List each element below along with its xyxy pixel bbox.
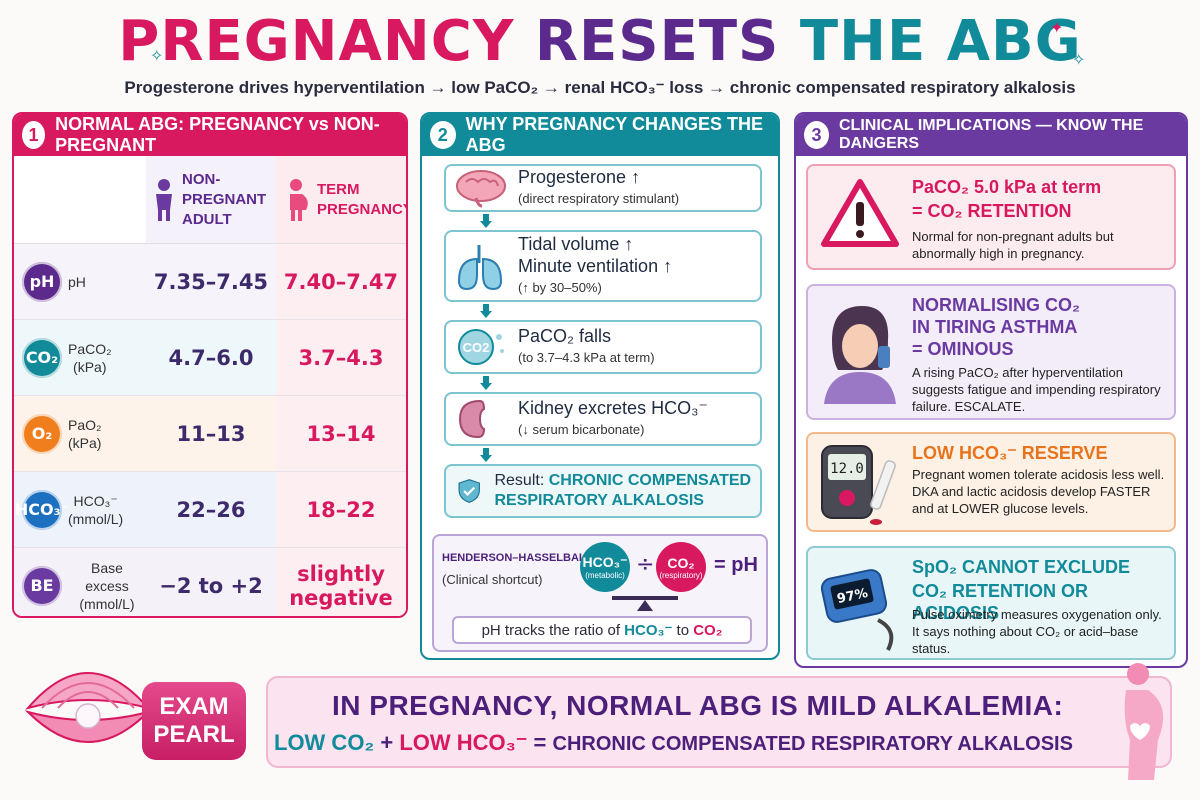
sparkle-icon: ✧: [1072, 50, 1086, 69]
parameter-unit: (kPa): [68, 434, 102, 451]
parameter-name: Base excess: [85, 559, 129, 594]
nonpregnant-value: 11–13: [176, 421, 246, 446]
title-part-3: THE ABG: [799, 9, 1082, 74]
parameter-name: PaCO₂: [68, 340, 112, 357]
panel-1-header: 1 NORMAL ABG: PREGNANCY vs NON-PREGNANT: [14, 114, 406, 156]
parameter-badge: O₂: [22, 413, 62, 454]
card-spo2: 97% SpO₂ CANNOT EXCLUDE CO₂ RETENTION OR…: [806, 546, 1176, 660]
panel-number: 2: [430, 121, 456, 149]
parameter-unit: (mmol/L): [79, 595, 135, 612]
parameter-unit: (kPa): [73, 358, 107, 375]
abg-comparison-panel: 1 NORMAL ABG: PREGNANCY vs NON-PREGNANT …: [12, 112, 408, 618]
parameter-name: HCO₃⁻: [73, 492, 118, 509]
balance-scale-icon: [612, 596, 678, 611]
table-row: O₂ PaO₂ (kPa) 11–13 13–14: [14, 396, 406, 472]
parameter-name: PaO₂: [68, 416, 102, 433]
nonpregnant-value: 22–26: [176, 497, 246, 522]
svg-text:97%: 97%: [836, 586, 870, 607]
page-title: PREGNANCY RESETS THE ABG: [0, 6, 1200, 78]
parameter-badge: HCO₃⁻: [15, 489, 69, 530]
column-header-nonpregnant: NON-PREGNANT ADULT: [146, 156, 276, 243]
flow-step-kidney: Kidney excretes HCO₃⁻ (↓ serum bicarbona…: [444, 392, 762, 446]
brain-icon: [456, 170, 506, 208]
table-header-row: NON-PREGNANT ADULT TERM PREGNANCY: [14, 156, 406, 244]
subtitle: Progesterone drives hyperventilation → l…: [124, 78, 1076, 97]
pregnant-woman-icon: [290, 178, 308, 221]
pregnant-silhouette-icon: [1124, 663, 1164, 780]
nonpregnant-value: 4.7–6.0: [168, 345, 254, 370]
glucose-meter-icon: 12.0: [821, 445, 896, 525]
co2-circle: CO₂ (respiratory): [656, 542, 706, 592]
svg-text:CO2: CO2: [463, 340, 490, 355]
nonpregnant-value: −2 to +2: [159, 573, 263, 598]
ratio-note: pH tracks the ratio of HCO₃⁻ to CO₂: [452, 616, 752, 644]
table-row: BE Base excess (mmol/L) −2 to +2 slightly ne…: [14, 548, 406, 616]
abg-table: NON-PREGNANT ADULT TERM PREGNANCY pH pH 7.…: [14, 156, 406, 616]
arrow-down-icon: [480, 214, 492, 228]
parameter-badge: pH: [22, 261, 62, 302]
lungs-icon: [457, 245, 503, 291]
parameter-badge: BE: [22, 565, 62, 606]
title-part-2: RESETS: [534, 9, 780, 74]
exam-pearl-banner: IN PREGNANCY, NORMAL ABG IS MILD ALKALEM…: [266, 676, 1172, 768]
shield-check-icon: [458, 479, 480, 503]
card-tiring-asthma: NORMALISING CO₂ IN TIRING ASTHMA = OMINO…: [806, 284, 1176, 420]
panel-2-header: 2 WHY PREGNANCY CHANGES THE ABG: [422, 114, 778, 156]
sparkle-icon: ✧: [150, 46, 164, 65]
parameter-name: pH: [68, 273, 86, 290]
arrow-down-icon: [480, 376, 492, 390]
bicarbonate-circle: HCO₃⁻ (metabolic): [580, 542, 630, 592]
term-value: 13–14: [276, 396, 406, 471]
parameter-label: BE Base excess (mmol/L): [14, 548, 146, 616]
parameter-label: pH pH: [14, 244, 146, 319]
flow-step-paco2: CO2 PaCO₂ falls (to 3.7–4.3 kPa at term): [444, 320, 762, 374]
card-co2-retention: PaCO₂ 5.0 kPa at term = CO₂ RETENTION No…: [806, 164, 1176, 270]
pearl-headline: IN PREGNANCY, NORMAL ABG IS MILD ALKALEM…: [332, 690, 1064, 721]
shell-icon: [24, 672, 152, 743]
term-value: slightly negative: [276, 548, 406, 616]
arrow-down-icon: [480, 448, 492, 462]
table-row: HCO₃⁻ HCO₃⁻ (mmol/L) 22–26 18–22: [14, 472, 406, 548]
panel-number: 1: [22, 121, 46, 149]
card-low-bicarbonate: 12.0 LOW HCO₃⁻ RESERVE Pregnant women to…: [806, 432, 1176, 532]
pulse-oximeter-icon: 97%: [820, 569, 894, 651]
panel-1-title: NORMAL ABG: PREGNANCY vs NON-PREGNANT: [55, 114, 380, 155]
header: PREGNANCY RESETS THE ABG Progesterone dr…: [0, 0, 1200, 110]
arrow-down-icon: [480, 304, 492, 318]
sparkle-icon: ✦: [1050, 18, 1064, 37]
pearl-equation: LOW CO₂ + LOW HCO₃⁻ = CHRONIC COMPENSATE…: [274, 730, 1073, 755]
flow-result: Result: CHRONIC COMPENSATED RESPIRATORY …: [444, 464, 762, 518]
table-row: pH pH 7.35–7.45 7.40–7.47: [14, 244, 406, 320]
parameter-badge: CO₂: [22, 337, 62, 378]
result-text: CHRONIC COMPENSATED RESPIRATORY ALKALOSI…: [494, 472, 752, 509]
parameter-label: O₂ PaO₂ (kPa): [14, 396, 146, 471]
term-value: 3.7–4.3: [276, 320, 406, 395]
nonpregnant-value: 7.35–7.45: [153, 269, 269, 294]
parameter-unit: (mmol/L): [68, 510, 124, 527]
exam-pearl-tag: EXAM PEARL: [142, 682, 246, 760]
mechanism-panel: 2 WHY PREGNANCY CHANGES THE ABG Progeste…: [420, 112, 780, 660]
flow-step-ventilation: Tidal volume ↑ Minute ventilation ↑ (↑ b…: [444, 230, 762, 302]
parameter-label: HCO₃⁻ HCO₃⁻ (mmol/L): [14, 472, 146, 547]
panel-3-title: CLINICAL IMPLICATIONS — KNOW THE DANGERS: [839, 117, 1144, 152]
kidney-icon: [458, 399, 486, 439]
woman-icon: [156, 178, 172, 221]
term-value: 7.40–7.47: [276, 244, 406, 319]
clinical-implications-panel: 3 CLINICAL IMPLICATIONS — KNOW THE DANGE…: [794, 112, 1188, 668]
title-part-1: PREGNANCY: [118, 9, 515, 74]
panel-number: 3: [804, 121, 829, 149]
parameter-label: CO₂ PaCO₂ (kPa): [14, 320, 146, 395]
term-value: 18–22: [276, 472, 406, 547]
column-header-term: TERM PREGNANCY: [276, 156, 406, 243]
panel-3-header: 3 CLINICAL IMPLICATIONS — KNOW THE DANGE…: [796, 114, 1186, 156]
warning-icon: [821, 179, 899, 247]
sparkle-icon: ✦: [122, 16, 136, 35]
panel-2-title: WHY PREGNANCY CHANGES THE ABG: [465, 114, 763, 155]
woman-inhaler-icon: [824, 306, 896, 404]
flow-step-progesterone: Progesterone ↑ (direct respiratory stimu…: [444, 164, 762, 212]
henderson-hasselbalch-box: HENDERSON–HASSELBALCH (Clinical shortcut…: [432, 534, 768, 652]
co2-bubble-icon: CO2: [458, 329, 504, 365]
table-row: CO₂ PaCO₂ (kPa) 4.7–6.0 3.7–4.3: [14, 320, 406, 396]
svg-text:12.0: 12.0: [830, 461, 864, 477]
